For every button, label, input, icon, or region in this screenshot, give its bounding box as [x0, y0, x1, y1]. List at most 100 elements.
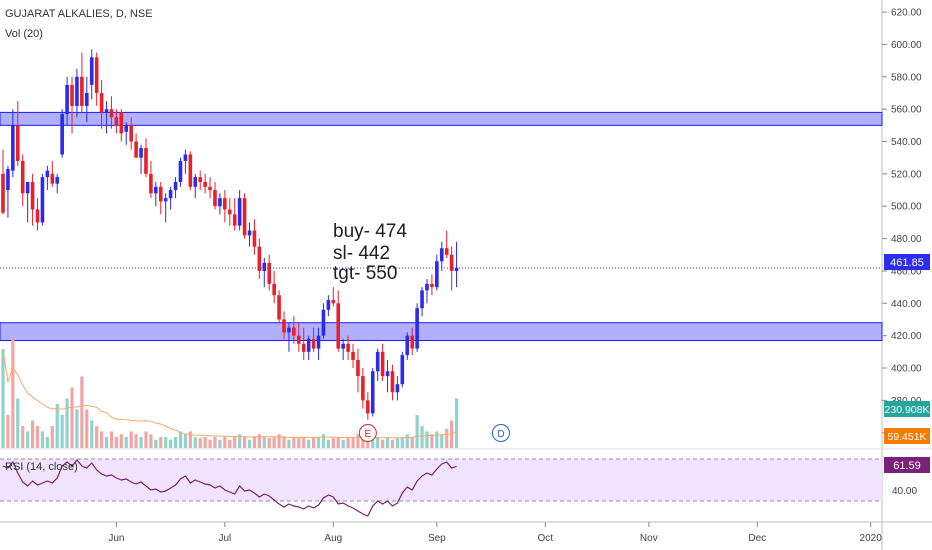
volume-bar	[129, 431, 133, 448]
volume-bar	[410, 438, 414, 448]
candle-body	[163, 198, 168, 202]
candle-body	[50, 173, 55, 184]
candle-body	[158, 186, 163, 202]
volume-bar	[262, 437, 266, 448]
candle-body	[232, 214, 237, 226]
candle-body	[35, 209, 40, 223]
candle-body	[193, 177, 198, 187]
volume-bar	[188, 431, 192, 448]
volume-bar	[178, 431, 183, 448]
volume-bar	[40, 431, 45, 448]
price-tick-label: 480.00	[891, 234, 922, 245]
volume-bar	[282, 437, 286, 448]
volume-bar	[376, 437, 380, 448]
candle-body	[361, 376, 365, 401]
volume-bar	[371, 439, 375, 448]
candle-body	[154, 186, 158, 194]
price-tick-label: 420.00	[891, 331, 922, 342]
candle-body	[237, 198, 242, 226]
candle-body	[134, 141, 138, 158]
candle-body	[227, 209, 232, 215]
volume-bar	[326, 439, 330, 448]
time-tick-label: Jul	[218, 533, 231, 544]
candle-body	[321, 309, 326, 336]
candle-body	[129, 125, 133, 142]
candle-body	[178, 160, 183, 182]
volume-bar	[336, 437, 340, 448]
candle-body	[346, 343, 350, 352]
time-axis-ticks: Jun Jul Aug Sep Oct Nov Dec 2020	[108, 522, 882, 544]
volume-ma-line	[2, 348, 457, 439]
trade-note-tgt: tgt- 550	[333, 263, 397, 284]
volume-bar	[90, 420, 94, 448]
volume-bar	[6, 415, 10, 448]
trade-note-buy: buy- 474	[333, 221, 407, 242]
candle-body	[25, 181, 30, 194]
candle-body	[336, 303, 341, 349]
candle-body	[55, 177, 60, 184]
volume-legend[interactable]: Vol (20)	[5, 28, 43, 40]
volume-bar	[440, 434, 444, 448]
volume-bar	[385, 437, 390, 448]
volume-bar	[203, 437, 207, 448]
volume-ma-tag	[884, 428, 930, 444]
candle-body	[114, 117, 119, 126]
price-tick-label: 560.00	[891, 105, 922, 116]
candle-body	[119, 112, 124, 134]
rsi-value-label: 61.59	[893, 460, 921, 472]
price-tick-label: 500.00	[891, 202, 922, 213]
volume-bar	[154, 439, 158, 448]
price-tick-label: 460.00	[891, 266, 922, 277]
price-tick-label: 520.00	[891, 169, 922, 180]
rsi-legend[interactable]: RSI (14, close)	[5, 461, 78, 473]
candle-body	[405, 335, 410, 356]
candle-body	[366, 400, 370, 414]
volume-bar	[159, 437, 163, 448]
volume-bar	[316, 437, 321, 448]
volume-bar	[134, 434, 138, 448]
candle-body	[356, 359, 360, 377]
candle-body	[430, 283, 434, 288]
candle-body	[297, 335, 301, 344]
volume-bar	[144, 431, 148, 448]
volume-bar	[435, 431, 439, 448]
candle-body	[272, 283, 276, 296]
volume-bar	[307, 439, 311, 448]
candle-body	[282, 319, 286, 333]
volume-bar	[420, 426, 424, 448]
zone-0	[0, 111, 883, 126]
volume-bar	[114, 437, 118, 448]
candle-body	[326, 300, 331, 310]
candle-body	[223, 198, 227, 210]
candle-body	[267, 262, 272, 284]
volume-bar	[381, 439, 385, 448]
time-tick-label: Dec	[748, 533, 766, 544]
price-tick-label: 540.00	[891, 137, 922, 148]
volume-bar	[252, 437, 257, 448]
candle-body	[124, 125, 129, 132]
volume-bar	[356, 434, 360, 448]
rsi-value-tag	[884, 457, 930, 473]
candle-body	[94, 57, 99, 93]
last-price-label: 461.85	[890, 257, 924, 269]
volume-bar	[173, 437, 178, 448]
candle-body	[351, 351, 355, 360]
volume-bar	[30, 420, 35, 448]
time-tick-label: Oct	[538, 533, 554, 544]
symbol-title[interactable]: GUJARAT ALKALIES, D, NSE	[5, 8, 153, 20]
candle-body	[306, 338, 311, 352]
candle-body	[341, 343, 345, 349]
volume-bar	[430, 434, 434, 448]
candle-body	[444, 248, 449, 255]
volume-bar	[395, 438, 399, 448]
candle-body	[242, 198, 247, 236]
candle-body	[420, 290, 424, 309]
volume-bar	[85, 409, 89, 448]
volume-bar	[208, 439, 212, 448]
candle-body	[203, 181, 207, 187]
volume-bar	[346, 438, 350, 448]
candle-body	[6, 169, 10, 191]
candle-body	[395, 384, 400, 393]
candle-body	[198, 177, 202, 182]
